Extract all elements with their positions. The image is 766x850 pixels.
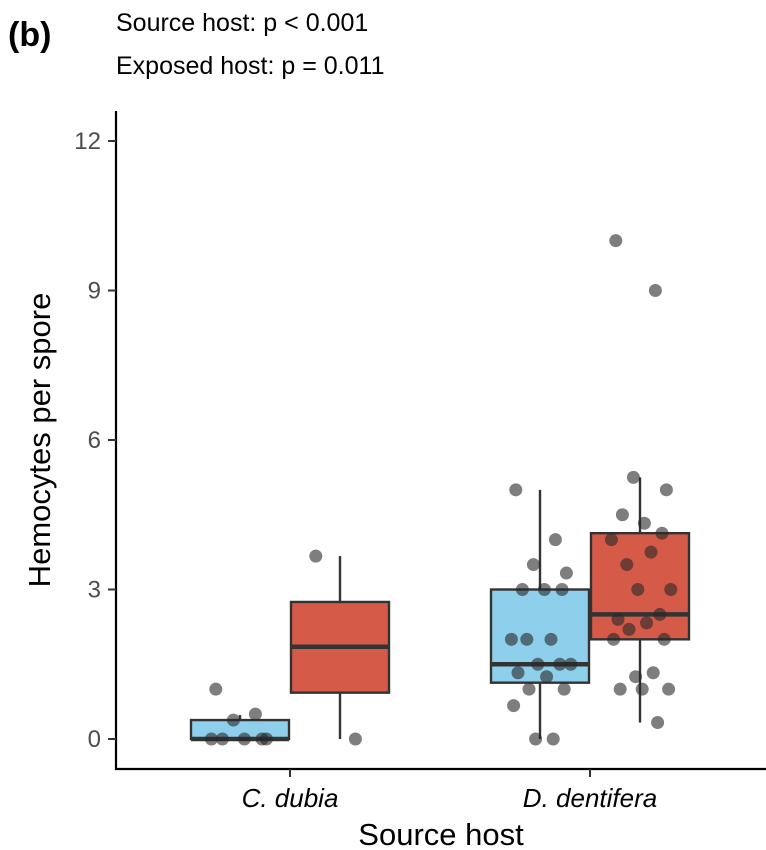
y-tick-label: 6 bbox=[88, 427, 101, 454]
data-point bbox=[607, 632, 621, 646]
data-point bbox=[622, 622, 636, 636]
data-point bbox=[546, 732, 560, 746]
data-point bbox=[657, 632, 671, 646]
data-point bbox=[507, 699, 521, 713]
data-point bbox=[226, 713, 240, 727]
x-tick-label: C. dubia bbox=[242, 783, 339, 813]
data-point bbox=[559, 566, 573, 580]
data-point bbox=[629, 670, 643, 684]
y-tick-label: 12 bbox=[74, 128, 101, 155]
data-point bbox=[609, 234, 623, 248]
panel-label: (b) bbox=[8, 16, 51, 54]
data-point bbox=[635, 682, 649, 696]
stat-source-host: Source host: p < 0.001 bbox=[116, 9, 368, 37]
y-axis-title: Hemocytes per spore bbox=[22, 293, 57, 588]
x-tick-label: D. dentifera bbox=[523, 783, 657, 813]
data-point bbox=[651, 716, 665, 730]
data-point bbox=[540, 670, 554, 684]
data-point bbox=[555, 583, 569, 596]
box-group bbox=[189, 682, 291, 746]
data-point bbox=[522, 682, 536, 696]
data-point bbox=[537, 583, 551, 596]
data-point bbox=[564, 657, 578, 671]
data-point bbox=[348, 732, 362, 746]
data-point bbox=[255, 732, 269, 746]
x-axis-ticks: C. dubia D. dentifera bbox=[242, 769, 657, 813]
data-point bbox=[659, 483, 673, 497]
data-point bbox=[553, 657, 567, 671]
y-axis-ticks: 0 3 6 9 12 bbox=[74, 128, 116, 753]
y-tick-label: 9 bbox=[88, 278, 101, 305]
box-group bbox=[589, 234, 691, 730]
data-point bbox=[548, 533, 562, 547]
data-point bbox=[215, 732, 229, 746]
data-point bbox=[526, 558, 540, 572]
data-point bbox=[529, 732, 543, 746]
data-point bbox=[631, 583, 645, 596]
data-point bbox=[620, 558, 634, 572]
data-point bbox=[544, 632, 558, 646]
box-group bbox=[289, 549, 391, 746]
data-point bbox=[613, 682, 627, 696]
stat-exposed-host: Exposed host: p = 0.011 bbox=[116, 52, 384, 80]
data-point bbox=[248, 707, 262, 721]
data-point bbox=[644, 545, 658, 559]
data-point bbox=[662, 682, 676, 696]
data-point bbox=[309, 549, 323, 563]
data-point bbox=[204, 732, 218, 746]
data-point bbox=[504, 632, 518, 646]
data-point bbox=[664, 583, 678, 596]
data-point bbox=[611, 612, 625, 626]
data-point bbox=[653, 607, 667, 621]
data-point bbox=[604, 533, 618, 547]
data-point bbox=[520, 632, 534, 646]
data-point bbox=[511, 666, 525, 680]
data-point bbox=[237, 732, 251, 746]
data-point bbox=[509, 483, 523, 497]
data-point bbox=[648, 284, 662, 297]
data-point bbox=[637, 516, 651, 530]
data-point bbox=[615, 508, 629, 522]
data-point bbox=[640, 616, 654, 630]
box-group bbox=[489, 483, 591, 746]
data-point bbox=[655, 526, 669, 540]
data-point bbox=[531, 657, 545, 671]
plot-area bbox=[189, 234, 691, 746]
data-point bbox=[557, 682, 571, 696]
data-point bbox=[515, 583, 529, 596]
data-point bbox=[209, 682, 223, 696]
y-tick-label: 0 bbox=[88, 726, 101, 753]
data-point bbox=[626, 470, 640, 484]
x-axis-title: Source host bbox=[358, 817, 524, 850]
data-point bbox=[646, 666, 660, 680]
y-tick-label: 3 bbox=[88, 577, 101, 604]
